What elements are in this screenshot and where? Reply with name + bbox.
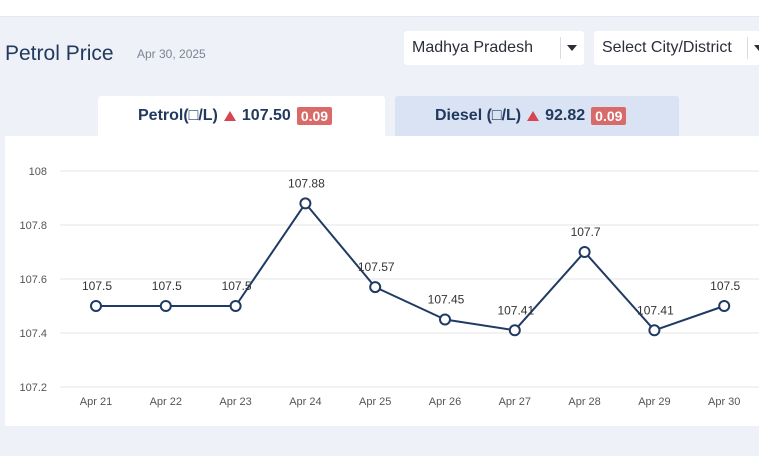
data-point	[508, 324, 521, 337]
x-tick-label: Apr 23	[219, 396, 251, 408]
data-label: 107.45	[428, 293, 465, 307]
data-point	[299, 197, 312, 210]
x-tick-label: Apr 25	[359, 396, 391, 408]
state-dropdown-label: Madhya Pradesh	[412, 39, 533, 56]
x-tick-label: Apr 30	[708, 396, 740, 408]
data-point	[159, 300, 172, 312]
data-label: 107.41	[637, 303, 674, 317]
data-label: 107.5	[152, 279, 182, 293]
data-point	[718, 300, 731, 312]
tab-diesel-change-badge: 0.09	[591, 107, 627, 125]
data-point	[439, 313, 451, 326]
tab-petrol-label: Petrol(□/L)	[138, 107, 218, 124]
data-point	[229, 300, 242, 312]
y-tick-label: 107.6	[19, 274, 47, 286]
y-tick-label: 107.4	[19, 328, 47, 340]
data-label: 107.7	[571, 225, 601, 239]
x-tick-label: Apr 28	[568, 396, 600, 408]
y-tick-label: 108	[29, 166, 47, 178]
dropdown-separator	[747, 37, 748, 59]
data-point	[90, 300, 102, 312]
data-label: 107.57	[358, 260, 395, 274]
x-tick-label: Apr 26	[429, 396, 461, 408]
chevron-down-icon[interactable]	[567, 45, 577, 51]
y-tick-label: 107.8	[19, 220, 47, 232]
dropdown-separator	[560, 37, 561, 59]
y-tick-label: 107.2	[19, 382, 47, 394]
tab-petrol[interactable]: Petrol(□/L) 107.50 0.09	[98, 96, 385, 136]
state-dropdown[interactable]: Madhya Pradesh	[404, 31, 584, 65]
data-label: 107.5	[82, 279, 112, 293]
city-dropdown-label: Select City/District	[602, 39, 732, 56]
page-title: Petrol Price	[5, 42, 114, 65]
x-tick-label: Apr 24	[289, 396, 321, 408]
tab-diesel-price: 92.82	[545, 107, 586, 124]
series-line	[96, 202, 725, 332]
x-tick-label: Apr 27	[499, 396, 531, 408]
city-dropdown[interactable]: Select City/District	[594, 31, 759, 65]
tab-petrol-price: 107.50	[241, 107, 291, 124]
data-label: 107.5	[222, 279, 252, 293]
tab-diesel-label: Diesel (□/L)	[435, 107, 522, 124]
data-point	[648, 324, 661, 337]
x-tick-label: Apr 29	[638, 396, 670, 408]
top-strip	[0, 0, 759, 17]
x-tick-label: Apr 22	[150, 396, 182, 408]
arrow-up-icon	[223, 111, 236, 121]
data-point	[578, 246, 591, 258]
arrow-up-icon	[527, 111, 540, 121]
tab-petrol-change-badge: 0.09	[296, 107, 333, 125]
x-tick-label: Apr 21	[80, 396, 112, 408]
price-line-chart: 108 107.8 107.6 107.4 107.2 Apr 21 Apr 22 Apr 2…	[19, 166, 759, 408]
tab-diesel[interactable]: Diesel (□/L) 92.82 0.09	[395, 96, 679, 136]
data-point	[369, 281, 382, 294]
price-date: Apr 30, 2025	[137, 47, 206, 61]
data-label: 107.5	[710, 279, 740, 293]
data-label: 107.88	[288, 176, 325, 190]
chart-card: 108 107.8 107.6 107.4 107.2 Apr 21 Apr 22 Apr 2…	[5, 136, 759, 426]
data-label: 107.41	[497, 303, 534, 317]
chevron-down-icon[interactable]	[754, 45, 759, 51]
